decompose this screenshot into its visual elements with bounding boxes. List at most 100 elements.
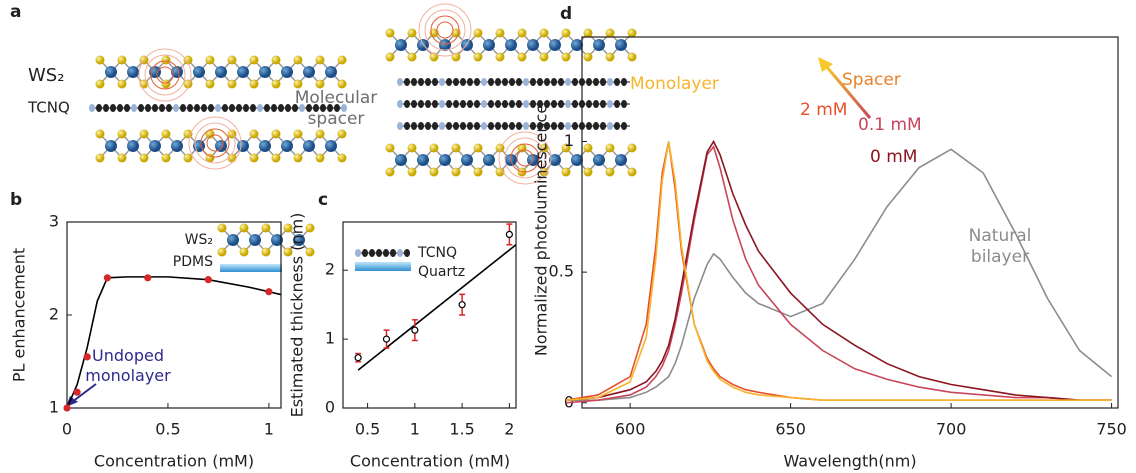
- molecule-atom: [558, 122, 564, 130]
- molecule-atom: [621, 100, 627, 108]
- exciton-ring: [510, 143, 540, 173]
- atom-w: [105, 140, 117, 152]
- molecule-atom: [565, 78, 571, 86]
- molecule-atom: [530, 100, 536, 108]
- atom-s: [473, 28, 483, 38]
- atom-s: [627, 52, 637, 62]
- atom-w: [395, 39, 407, 51]
- y-axis-title: Estimated thickness (nm): [288, 213, 307, 418]
- atom-s: [561, 52, 571, 62]
- atom-s: [95, 129, 105, 139]
- molecule-atom: [460, 122, 466, 130]
- molecule-atom: [453, 100, 459, 108]
- atom-s: [271, 55, 281, 65]
- spectrum-line: [565, 148, 1113, 401]
- atom-s: [385, 28, 395, 38]
- point: [63, 404, 71, 412]
- molecule-atom: [299, 104, 305, 112]
- exciton-ring: [156, 66, 174, 84]
- y-axis-title: Normalized photoluminescence: [532, 104, 551, 356]
- molecule-atom: [607, 78, 613, 86]
- atom-s: [305, 223, 315, 233]
- atom-s: [627, 167, 637, 177]
- molecule-atom: [187, 104, 193, 112]
- atom-s: [429, 167, 439, 177]
- atom-w: [271, 234, 283, 246]
- molecule-atom: [250, 104, 256, 112]
- atom-s: [561, 28, 571, 38]
- exciton-ring: [430, 15, 460, 45]
- atom-s: [407, 52, 417, 62]
- y-tick-label: 1: [49, 398, 59, 417]
- inset-label: WS₂: [185, 232, 213, 248]
- molecule-atom: [446, 122, 452, 130]
- spacer-label: Molecular spacer: [294, 88, 378, 129]
- molecule-atom: [621, 78, 627, 86]
- atom-w: [215, 66, 227, 78]
- atom-s: [583, 52, 593, 62]
- molecule-atom: [103, 104, 109, 112]
- molecule-atom: [474, 78, 480, 86]
- atom-s: [271, 129, 281, 139]
- atom-w: [615, 154, 627, 166]
- molecule-atom: [306, 104, 312, 112]
- atom-w: [571, 39, 583, 51]
- atom-s: [495, 52, 505, 62]
- molecule-atom: [411, 122, 417, 130]
- atom-s: [161, 129, 171, 139]
- y-tick-label: 0: [325, 398, 335, 417]
- atom-w: [439, 39, 451, 51]
- molecule-atom: [425, 122, 431, 130]
- molecule-atom: [418, 122, 424, 130]
- atom-s: [583, 28, 593, 38]
- molecule-atom: [509, 122, 515, 130]
- molecule-atom: [593, 100, 599, 108]
- atom-s: [293, 79, 303, 89]
- atom-s: [205, 153, 215, 163]
- exciton-ring: [138, 48, 192, 102]
- y-tick-label: 1: [564, 131, 574, 150]
- x-tick-label: 600: [615, 420, 646, 439]
- inset-label: PDMS: [173, 254, 213, 270]
- atom-s: [495, 28, 505, 38]
- molecule-atom: [523, 122, 529, 130]
- molecule-atom: [292, 104, 298, 112]
- atom-w: [483, 154, 495, 166]
- point: [354, 354, 362, 362]
- atom-s: [217, 223, 227, 233]
- atom-w: [259, 140, 271, 152]
- atom-s: [337, 153, 347, 163]
- molecule-atom: [390, 249, 396, 257]
- atom-s: [227, 79, 237, 89]
- atom-s: [293, 153, 303, 163]
- molecule-atom: [145, 104, 151, 112]
- molecule-atom: [530, 122, 536, 130]
- point: [411, 326, 419, 334]
- atom-s: [161, 153, 171, 163]
- molecule-atom: [397, 100, 403, 108]
- molecule-atom: [453, 122, 459, 130]
- atom-w: [237, 66, 249, 78]
- molecule-atom: [320, 104, 326, 112]
- atom-s: [117, 153, 127, 163]
- molecule-atom: [334, 104, 340, 112]
- atom-s: [205, 55, 215, 65]
- molecule-atom: [600, 78, 606, 86]
- molecule-atom: [600, 122, 606, 130]
- molecule-atom: [404, 100, 410, 108]
- molecule-atom: [446, 100, 452, 108]
- molecule-atom: [376, 249, 382, 257]
- substrate: [220, 264, 282, 272]
- point: [73, 388, 81, 396]
- series-label: Monolayer: [630, 74, 719, 94]
- atom-w: [227, 234, 239, 246]
- molecule-atom: [572, 78, 578, 86]
- atom-s: [261, 247, 271, 257]
- panel-label: c: [318, 190, 328, 210]
- molecule-atom: [537, 122, 543, 130]
- molecule-atom: [593, 78, 599, 86]
- atom-s: [539, 52, 549, 62]
- molecule-atom: [495, 100, 501, 108]
- point: [458, 301, 466, 309]
- molecule-atom: [138, 104, 144, 112]
